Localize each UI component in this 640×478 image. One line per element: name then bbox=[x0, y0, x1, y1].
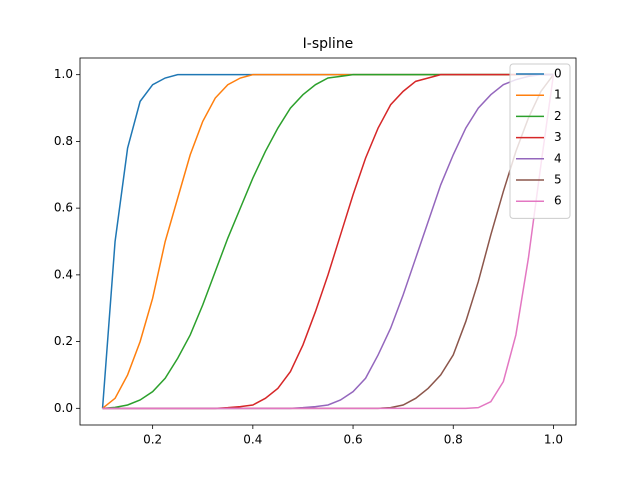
y-tick-label: 0.2 bbox=[54, 334, 73, 348]
y-tick-label: 0.4 bbox=[54, 267, 73, 281]
series-line bbox=[102, 74, 555, 410]
legend-label: 2 bbox=[554, 109, 562, 123]
series-line bbox=[102, 74, 555, 410]
legend: 0 1 2 3 4 5 6 bbox=[509, 63, 571, 219]
y-tick-label: 0.0 bbox=[54, 401, 73, 415]
series-line bbox=[102, 73, 554, 409]
series-line bbox=[102, 73, 554, 410]
series-line bbox=[102, 73, 554, 410]
y-tick-label: 0.8 bbox=[54, 134, 73, 148]
legend-label: 3 bbox=[554, 130, 562, 144]
legend-label: 0 bbox=[554, 67, 562, 81]
legend-label: 6 bbox=[554, 194, 562, 208]
chart-title: I-spline bbox=[303, 36, 354, 52]
y-tick-label: 0.6 bbox=[54, 201, 73, 215]
plot-frame bbox=[79, 57, 577, 426]
x-tick-label: 0.2 bbox=[143, 433, 162, 447]
legend-label: 5 bbox=[554, 173, 562, 187]
legend-label: 4 bbox=[554, 151, 562, 165]
series-line bbox=[102, 73, 554, 410]
series-line bbox=[101, 73, 554, 409]
x-tick-label: 0.8 bbox=[444, 433, 463, 447]
x-tick-label: 0.6 bbox=[344, 433, 363, 447]
x-tick-label: 0.4 bbox=[243, 433, 262, 447]
y-tick-label: 1.0 bbox=[54, 67, 73, 81]
legend-label: 1 bbox=[554, 88, 562, 102]
x-tick-label: 1.0 bbox=[544, 433, 563, 447]
